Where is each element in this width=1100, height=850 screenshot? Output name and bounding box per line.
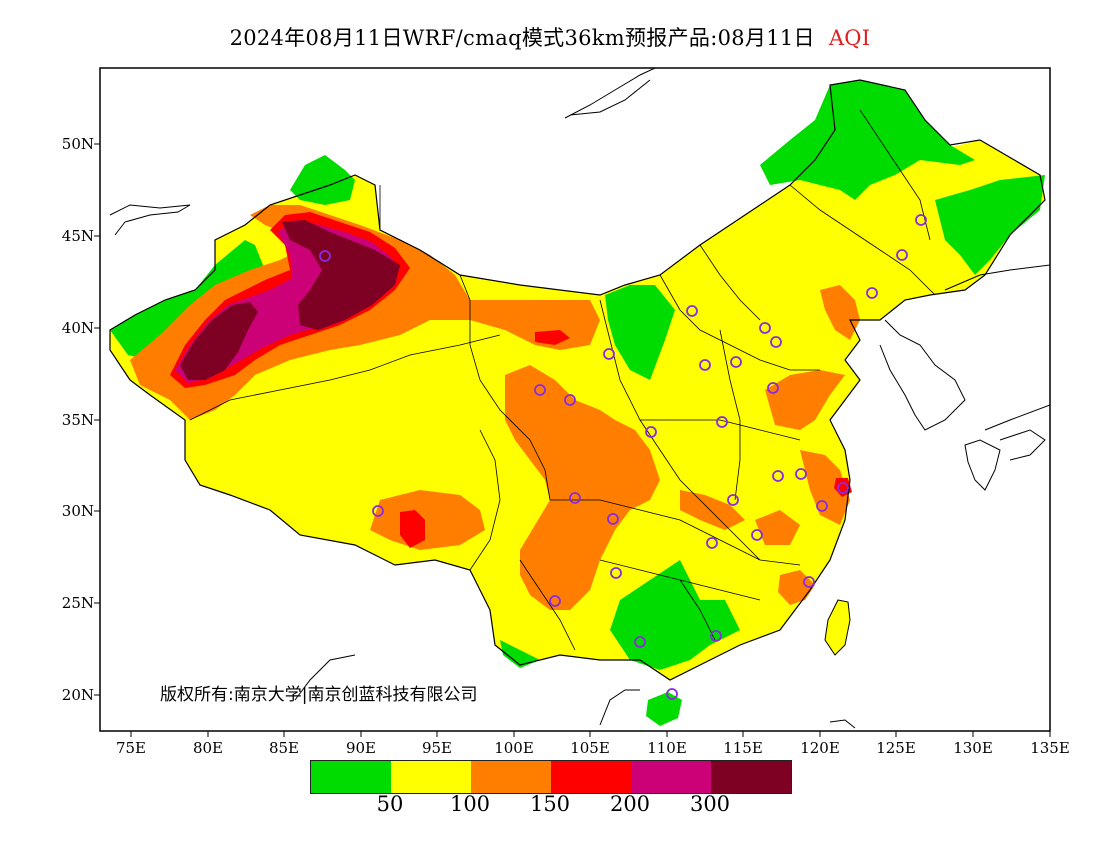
region-orange-jiangsu <box>800 450 850 525</box>
legend-swatch-0 <box>311 761 391 793</box>
city-marker <box>730 356 742 368</box>
lat-label-20n: 20N <box>61 686 94 704</box>
region-green-yunnan-edge <box>500 640 540 668</box>
legend-swatch-3 <box>551 761 631 793</box>
region-green-northeast <box>760 80 975 200</box>
region-green-north-center <box>605 285 675 380</box>
legend-swatch-2 <box>471 761 551 793</box>
legend-swatch-4 <box>631 761 711 793</box>
city-marker <box>534 384 546 396</box>
city-marker <box>759 322 771 334</box>
title-main: 2024年08月11日WRF/cmaq模式36km预报产品:08月11日 <box>229 26 815 50</box>
lon-label-90e: 90E <box>345 739 377 757</box>
city-marker <box>549 595 561 607</box>
city-marker <box>816 500 828 512</box>
legend-threshold-150: 150 <box>529 792 571 816</box>
city-marker <box>564 394 576 406</box>
city-marker <box>706 537 718 549</box>
title-variable: AQI <box>828 26 871 50</box>
region-taiwan <box>824 599 851 656</box>
region-orange-south-pass <box>755 510 800 545</box>
city-marker <box>716 416 728 428</box>
region-orange-hubei <box>680 490 745 530</box>
legend-threshold-50: 50 <box>376 792 404 816</box>
lon-label-120e: 120E <box>800 739 840 757</box>
city-marker <box>710 630 722 642</box>
copyright-text: 版权所有:南京大学|南京创蓝科技有限公司 <box>160 685 478 705</box>
lat-label-50n: 50N <box>61 135 94 153</box>
map-title: 2024年08月11日WRF/cmaq模式36km预报产品:08月11日 AQI <box>0 22 1100 52</box>
city-marker <box>837 482 849 494</box>
aqi-legend <box>310 760 792 794</box>
city-marker <box>607 513 619 525</box>
lat-label-35n: 35N <box>61 411 94 429</box>
lon-label-135e: 135E <box>1030 739 1070 757</box>
legend-swatch-1 <box>391 761 471 793</box>
city-marker <box>795 468 807 480</box>
city-marker <box>772 470 784 482</box>
city-marker <box>803 576 815 588</box>
region-green-northwest <box>110 240 265 360</box>
region-red-gansu <box>535 330 570 345</box>
city-marker <box>751 529 763 541</box>
city-marker <box>603 348 615 360</box>
lon-label-80e: 80E <box>192 739 224 757</box>
city-marker <box>767 382 779 394</box>
city-marker <box>727 494 739 506</box>
city-marker <box>666 688 678 700</box>
map-frame <box>99 67 1051 732</box>
region-orange-sichuan <box>370 490 485 550</box>
map-content <box>109 68 1050 729</box>
city-marker <box>699 359 711 371</box>
lat-label-45n: 45N <box>61 227 94 245</box>
lat-ticks <box>94 143 100 696</box>
region-green-east-northeast <box>935 175 1045 275</box>
city-marker <box>569 492 581 504</box>
region-orange-east-coast <box>765 370 845 430</box>
legend-threshold-100: 100 <box>449 792 491 816</box>
lon-ticks <box>130 731 1051 737</box>
legend-threshold-200: 200 <box>609 792 651 816</box>
lon-label-115e: 115E <box>723 739 763 757</box>
region-green-hainan <box>646 692 682 726</box>
lat-label-25n: 25N <box>61 594 94 612</box>
lon-label-130e: 130E <box>953 739 993 757</box>
city-marker <box>372 505 384 517</box>
city-marker <box>866 287 878 299</box>
legend-swatch-5 <box>711 761 791 793</box>
lon-label-85e: 85E <box>268 739 300 757</box>
coastlines <box>109 68 1050 729</box>
region-red-shanghai <box>834 478 852 497</box>
city-marker <box>634 636 646 648</box>
city-marker <box>319 250 331 262</box>
city-marker <box>645 426 657 438</box>
region-maroon-xinjiang-west <box>180 302 258 380</box>
china-border <box>109 79 1046 681</box>
lon-label-100e: 100E <box>494 739 534 757</box>
lat-label-40n: 40N <box>61 319 94 337</box>
region-green-altai <box>290 155 355 205</box>
region-orange-central-west <box>505 365 660 610</box>
region-maroon-xinjiang-east <box>282 220 400 330</box>
lat-label-30n: 30N <box>61 502 94 520</box>
region-green-south <box>610 560 740 670</box>
city-marker <box>610 567 622 579</box>
lon-label-95e: 95E <box>421 739 453 757</box>
city-marker <box>686 305 698 317</box>
lon-label-105e: 105E <box>570 739 610 757</box>
city-markers <box>319 214 927 700</box>
legend-threshold-300: 300 <box>689 792 731 816</box>
lon-label-75e: 75E <box>115 739 147 757</box>
region-orange-liaoning <box>820 285 860 340</box>
lon-label-110e: 110E <box>647 739 687 757</box>
region-red-tibet-south <box>400 510 425 548</box>
city-marker <box>896 249 908 261</box>
lon-label-125e: 125E <box>876 739 916 757</box>
city-marker <box>770 336 782 348</box>
city-marker <box>915 214 927 226</box>
